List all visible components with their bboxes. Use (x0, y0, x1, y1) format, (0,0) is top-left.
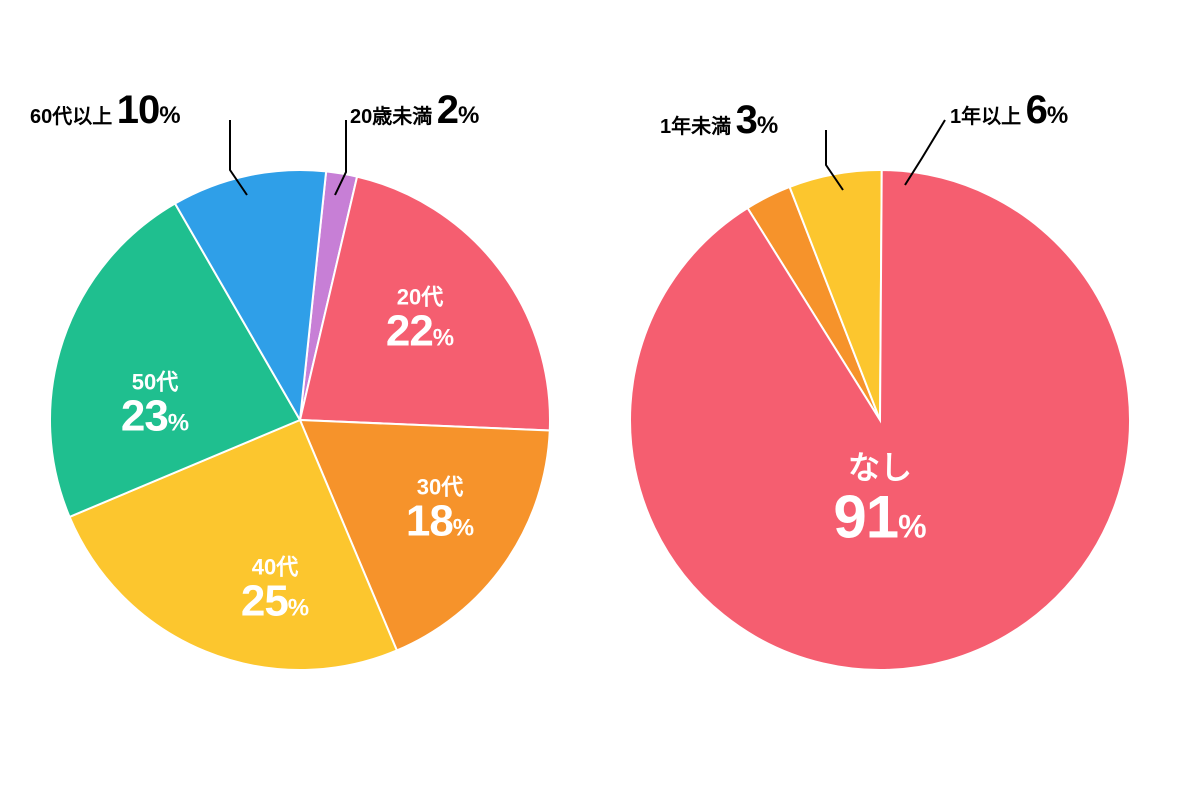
percent-sign: % (458, 102, 479, 129)
slice-name: 30代 (406, 475, 474, 498)
slice-label-30s: 30代 18% (406, 475, 474, 544)
slice-name: 20代 (386, 285, 454, 308)
callout-value: 10 (117, 88, 160, 132)
slice-name: なし (833, 452, 926, 486)
slice-label-40s: 40代 25% (241, 555, 309, 624)
slice-label-50s: 50代 23% (121, 370, 189, 439)
callout-name: 1年未満 (660, 116, 731, 138)
callout-name: 60代以上 (30, 106, 112, 128)
percent-sign: % (453, 514, 474, 541)
slice-label-none: なし 91% (833, 452, 926, 549)
percent-sign: % (433, 324, 454, 351)
callout-ge1y: 1年以上 6% (950, 90, 1068, 130)
callout-name: 1年以上 (950, 106, 1021, 128)
callout-value: 6 (1026, 88, 1047, 132)
slice-name: 50代 (121, 370, 189, 393)
callout-name: 20歳未満 (350, 106, 432, 128)
slice-value: 18 (406, 496, 453, 545)
chart-stage: 20代 22% 30代 18% 40代 25% 50代 23% 60代以上 10… (0, 0, 1200, 800)
callout-lt1y: 1年未満 3% (660, 100, 778, 140)
percent-sign: % (1047, 102, 1068, 129)
slice-value: 22 (386, 306, 433, 355)
percent-sign: % (159, 102, 180, 129)
slice-value: 91 (833, 483, 898, 550)
slice-value: 23 (121, 391, 168, 440)
slice-label-20s: 20代 22% (386, 285, 454, 354)
percent-sign: % (757, 112, 778, 139)
slice-value: 25 (241, 576, 288, 625)
callout-under20: 20歳未満 2% (350, 90, 479, 130)
percent-sign: % (288, 594, 309, 621)
slice-name: 40代 (241, 555, 309, 578)
callout-value: 2 (437, 88, 458, 132)
percent-sign: % (168, 409, 189, 436)
callout-60plus: 60代以上 10% (30, 90, 181, 130)
callout-value: 3 (736, 98, 757, 142)
percent-sign: % (898, 508, 926, 544)
